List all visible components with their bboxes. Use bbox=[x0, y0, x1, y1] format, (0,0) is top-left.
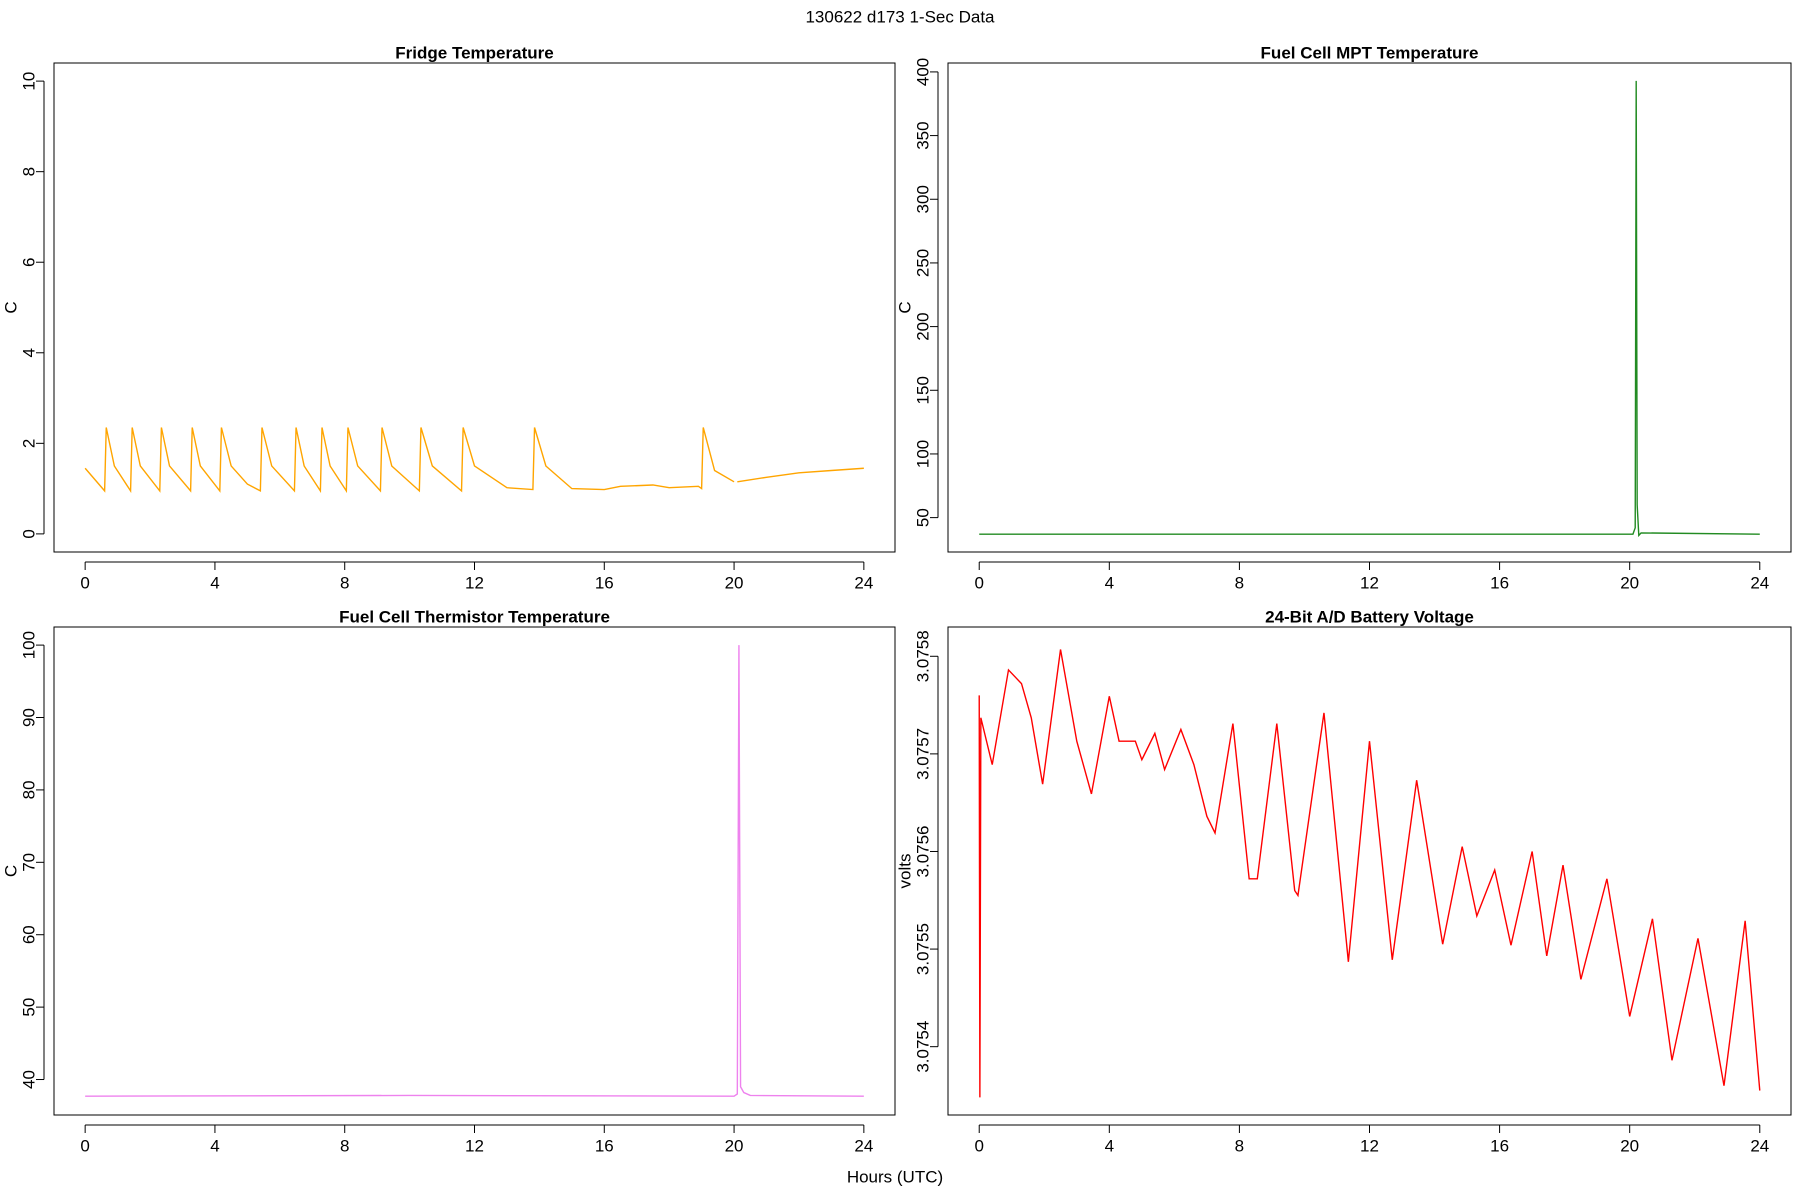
y-tick-label: 50 bbox=[913, 508, 932, 527]
panel-title: Fridge Temperature bbox=[395, 43, 553, 62]
y-tick-label: 6 bbox=[19, 257, 38, 266]
x-tick-label: 12 bbox=[1360, 573, 1379, 592]
y-tick-label: 80 bbox=[19, 780, 38, 799]
y-tick-label: 3.0758 bbox=[913, 630, 932, 682]
data-line bbox=[84, 427, 864, 494]
x-tick-label: 24 bbox=[1750, 573, 1769, 592]
y-tick-label: 60 bbox=[19, 925, 38, 944]
y-tick-label: 50 bbox=[19, 998, 38, 1017]
x-tick-label: 0 bbox=[974, 573, 983, 592]
x-tick-label: 4 bbox=[210, 573, 219, 592]
y-tick-label: 10 bbox=[19, 72, 38, 91]
x-tick-label: 8 bbox=[340, 1136, 349, 1155]
y-tick-label: 0 bbox=[19, 529, 38, 538]
y-tick-label: 3.0756 bbox=[913, 825, 932, 877]
x-tick-label: 24 bbox=[1750, 1136, 1769, 1155]
y-tick-label: 150 bbox=[913, 376, 932, 404]
x-tick-label: 12 bbox=[465, 573, 484, 592]
y-tick-label: 250 bbox=[913, 249, 932, 277]
x-tick-label: 20 bbox=[1620, 573, 1639, 592]
y-tick-label: 3.0757 bbox=[913, 728, 932, 780]
y-tick-label: 300 bbox=[913, 185, 932, 213]
x-tick-label: 16 bbox=[595, 1136, 614, 1155]
x-axis-label: Hours (UTC) bbox=[847, 1167, 943, 1186]
x-tick-label: 24 bbox=[854, 1136, 873, 1155]
x-tick-label: 4 bbox=[210, 1136, 219, 1155]
panel-title: Fuel Cell MPT Temperature bbox=[1261, 43, 1479, 62]
x-tick-label: 12 bbox=[465, 1136, 484, 1155]
data-line bbox=[85, 645, 864, 1097]
y-tick-label: 2 bbox=[19, 439, 38, 448]
x-tick-label: 8 bbox=[340, 573, 349, 592]
panel-title: 24-Bit A/D Battery Voltage bbox=[1265, 607, 1474, 626]
x-tick-label: 24 bbox=[854, 573, 873, 592]
y-axis-label: C bbox=[1, 301, 20, 313]
y-tick-label: 70 bbox=[19, 853, 38, 872]
x-tick-label: 16 bbox=[1490, 1136, 1509, 1155]
y-axis-label: C bbox=[1, 865, 20, 877]
x-tick-label: 20 bbox=[725, 573, 744, 592]
y-tick-label: 3.0755 bbox=[913, 923, 932, 975]
data-line bbox=[978, 649, 1761, 1098]
y-tick-label: 8 bbox=[19, 167, 38, 176]
x-tick-label: 16 bbox=[1490, 573, 1509, 592]
y-axis-label: C bbox=[895, 301, 914, 313]
panel-title: Fuel Cell Thermistor Temperature bbox=[339, 607, 610, 626]
plot-frame bbox=[947, 626, 1792, 1116]
plot-frame bbox=[947, 62, 1792, 553]
y-axis-label: volts bbox=[895, 854, 914, 889]
x-tick-label: 20 bbox=[1620, 1136, 1639, 1155]
x-tick-label: 8 bbox=[1235, 1136, 1244, 1155]
y-tick-label: 4 bbox=[19, 348, 38, 357]
plot-frame bbox=[53, 62, 896, 553]
data-line bbox=[979, 80, 1760, 538]
y-tick-label: 350 bbox=[913, 121, 932, 149]
x-tick-label: 4 bbox=[1105, 1136, 1114, 1155]
x-tick-label: 20 bbox=[725, 1136, 744, 1155]
y-tick-label: 3.0754 bbox=[913, 1021, 932, 1073]
x-tick-label: 0 bbox=[80, 573, 89, 592]
y-tick-label: 100 bbox=[913, 440, 932, 468]
x-tick-label: 8 bbox=[1235, 573, 1244, 592]
y-tick-label: 90 bbox=[19, 708, 38, 727]
x-tick-label: 12 bbox=[1360, 1136, 1379, 1155]
y-tick-label: 40 bbox=[19, 1070, 38, 1089]
y-tick-label: 200 bbox=[913, 312, 932, 340]
x-tick-label: 4 bbox=[1105, 573, 1114, 592]
y-tick-label: 400 bbox=[913, 58, 932, 86]
plot-frame bbox=[53, 626, 896, 1116]
x-tick-label: 0 bbox=[80, 1136, 89, 1155]
figure-title: 130622 d173 1-Sec Data bbox=[805, 7, 995, 26]
x-tick-label: 16 bbox=[595, 573, 614, 592]
y-tick-label: 100 bbox=[19, 631, 38, 659]
x-tick-label: 0 bbox=[974, 1136, 983, 1155]
